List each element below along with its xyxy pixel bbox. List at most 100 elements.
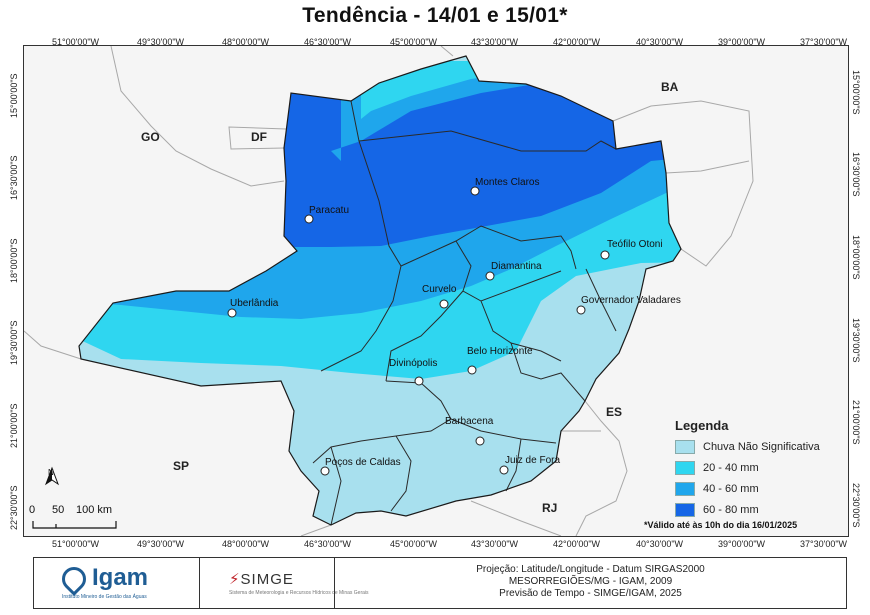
city-markers bbox=[227, 186, 610, 476]
city-label-barbacena: Barbacena bbox=[445, 416, 494, 427]
lon-label-bottom: 45°00'00"W bbox=[390, 539, 438, 549]
mesoregion-borders bbox=[312, 100, 617, 526]
legend-swatch bbox=[675, 460, 695, 475]
lon-label-top: 40°30'00"W bbox=[636, 37, 684, 47]
map-frame: GO DF BA ES SP RJ Montes Claros Paracatu… bbox=[23, 45, 849, 537]
city-label-diamantina: Diamantina bbox=[491, 261, 542, 272]
footer-projection: Projeção: Latitude/Longitude - Datum SIR… bbox=[476, 564, 705, 575]
lat-label-left: 22°30'00"S bbox=[9, 485, 19, 530]
lat-label-right: 16°30'00"S bbox=[851, 152, 861, 197]
lon-label-bottom: 46°30'00"W bbox=[304, 539, 352, 549]
footer-info: Projeção: Latitude/Longitude - Datum SIR… bbox=[335, 564, 846, 600]
lon-label-bottom: 39°00'00"W bbox=[718, 539, 766, 549]
footer-divider bbox=[199, 558, 200, 608]
igam-logo-subtitle: Instituto Mineiro de Gestão das Águas bbox=[62, 594, 147, 600]
legend-label: Chuva Não Significativa bbox=[703, 440, 820, 453]
lat-label-left: 18°00'00"S bbox=[9, 238, 19, 283]
footer-divider bbox=[334, 558, 335, 608]
lon-label-bottom: 51°00'00"W bbox=[52, 539, 100, 549]
lat-label-left: 21°00'00"S bbox=[9, 403, 19, 448]
lon-label-bottom: 42°00'00"W bbox=[553, 539, 601, 549]
north-arrow-icon bbox=[44, 466, 60, 486]
legend-item: 60 - 80 mm bbox=[675, 499, 845, 520]
legend-item: 20 - 40 mm bbox=[675, 457, 845, 478]
lat-label-left: 16°30'00"S bbox=[9, 155, 19, 200]
lat-label-right: 21°00'00"S bbox=[851, 400, 861, 445]
city-marker-diamantina bbox=[485, 271, 495, 281]
lon-label-top: 48°00'00"W bbox=[222, 37, 270, 47]
city-marker-governador-valadares bbox=[576, 305, 586, 315]
igam-drop-icon bbox=[57, 561, 91, 596]
legend-swatch bbox=[675, 502, 695, 517]
lon-label-top: 39°00'00"W bbox=[718, 37, 766, 47]
city-label-paracatu: Paracatu bbox=[309, 205, 350, 216]
city-marker-teofilo-otoni bbox=[600, 250, 610, 260]
state-label-ba: BA bbox=[661, 80, 679, 94]
lon-label-top: 51°00'00"W bbox=[52, 37, 100, 47]
lon-label-top: 42°00'00"W bbox=[553, 37, 601, 47]
city-label-juiz-de-fora: Juiz de Fora bbox=[505, 455, 561, 466]
lon-label-bottom: 48°00'00"W bbox=[222, 539, 270, 549]
legend-item: 40 - 60 mm bbox=[675, 478, 845, 499]
north-label: N bbox=[48, 468, 54, 477]
map-canvas bbox=[24, 46, 754, 536]
city-label-uberlandia: Uberlândia bbox=[230, 298, 279, 309]
map-title: Tendência - 14/01 e 15/01* bbox=[302, 4, 568, 27]
legend-label: 40 - 60 mm bbox=[703, 482, 759, 495]
rainfall-bands bbox=[79, 61, 681, 379]
city-marker-pocos-de-caldas bbox=[320, 466, 330, 476]
city-marker-belo-horizonte bbox=[467, 365, 477, 375]
lat-label-left: 15°00'00"S bbox=[9, 73, 19, 118]
scale-label-hundred: 100 km bbox=[76, 504, 113, 516]
city-label-divinopolis: Divinópolis bbox=[389, 358, 438, 369]
scale-bar bbox=[32, 521, 117, 529]
state-label-go: GO bbox=[141, 130, 160, 144]
igam-logo-text: Igam bbox=[92, 564, 149, 591]
simge-mark-icon: ⚡ bbox=[229, 571, 241, 588]
legend-title: Legenda bbox=[675, 418, 729, 433]
lon-label-bottom: 49°30'00"W bbox=[137, 539, 185, 549]
city-marker-juiz-de-fora bbox=[499, 465, 509, 475]
legend-swatch bbox=[675, 481, 695, 496]
lat-label-right: 15°00'00"S bbox=[851, 70, 861, 115]
lon-label-top: 45°00'00"W bbox=[390, 37, 438, 47]
scale-label-fifty: 50 bbox=[52, 504, 65, 516]
legend-item: Chuva Não Significativa bbox=[675, 436, 845, 457]
lon-label-top: 37°30'00"W bbox=[800, 37, 848, 47]
lat-label-left: 19°30'00"S bbox=[9, 320, 19, 365]
city-label-montes-claros: Montes Claros bbox=[475, 177, 540, 188]
simge-logo-text: SIMGE bbox=[240, 571, 294, 588]
city-marker-curvelo bbox=[439, 299, 449, 309]
footer-mesoregions: MESORREGIÕES/MG - IGAM, 2009 bbox=[508, 576, 673, 587]
city-marker-barbacena bbox=[475, 436, 485, 446]
footer-forecast: Previsão de Tempo - SIMGE/IGAM, 2025 bbox=[499, 588, 682, 599]
city-label-belo-horizonte: Belo Horizonte bbox=[467, 346, 533, 357]
state-label-sp: SP bbox=[173, 459, 190, 473]
lon-label-top: 43°30'00"W bbox=[471, 37, 519, 47]
city-marker-montes-claros bbox=[470, 186, 480, 196]
lon-label-top: 49°30'00"W bbox=[137, 37, 185, 47]
city-label-curvelo: Curvelo bbox=[422, 284, 457, 295]
state-label-rj: RJ bbox=[542, 501, 558, 515]
simge-logo-subtitle: Sistema de Meteorologia e Recursos Hídri… bbox=[229, 590, 369, 596]
igam-logo: Igam Instituto Mineiro de Gestão das Águ… bbox=[57, 561, 149, 600]
lat-label-right: 19°30'00"S bbox=[851, 318, 861, 363]
lat-label-right: 18°00'00"S bbox=[851, 235, 861, 280]
city-label-governador-valadares: Governador Valadares bbox=[581, 295, 681, 306]
city-marker-uberlandia bbox=[227, 308, 237, 318]
city-label-teofilo-otoni: Teófilo Otoni bbox=[607, 239, 663, 250]
validity-note: *Válido até às 10h do dia 16/01/2025 bbox=[644, 520, 798, 530]
state-label-es: ES bbox=[606, 405, 623, 419]
simge-logo: ⚡SIMGE Sistema de Meteorologia e Recurso… bbox=[229, 570, 369, 596]
rain-band-40-60-north bbox=[331, 61, 681, 161]
city-marker-paracatu bbox=[304, 214, 314, 224]
legend-label: 60 - 80 mm bbox=[703, 503, 759, 516]
legend: Legenda Chuva Não Significativa 20 - 40 … bbox=[675, 418, 845, 520]
lon-label-bottom: 37°30'00"W bbox=[800, 539, 848, 549]
state-label-df: DF bbox=[251, 130, 267, 144]
state-outline bbox=[78, 55, 682, 526]
state-borders bbox=[24, 46, 754, 536]
city-label-pocos-de-caldas: Poços de Caldas bbox=[325, 457, 401, 468]
city-marker-divinopolis bbox=[414, 376, 424, 386]
legend-label: 20 - 40 mm bbox=[703, 461, 759, 474]
